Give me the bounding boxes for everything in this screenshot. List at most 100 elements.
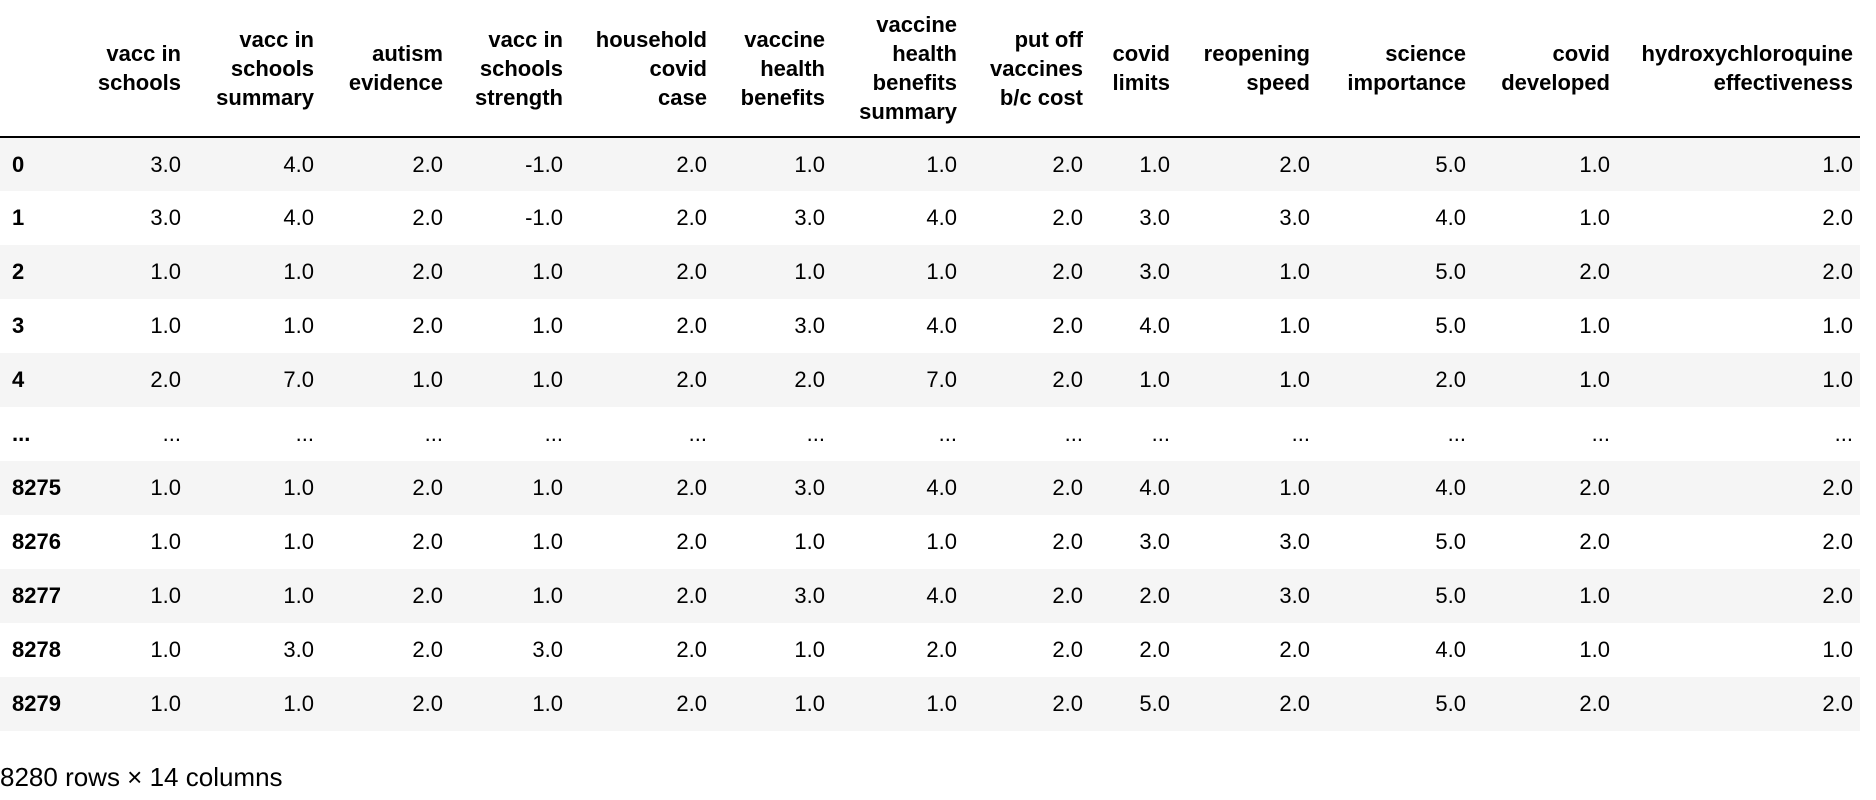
column-header-line: put off: [1014, 26, 1083, 52]
row-index-cell: 1: [12, 205, 25, 230]
column-header-line: health: [892, 41, 957, 66]
table-cell-vaccine-health-benefits: 3.0: [794, 475, 825, 500]
table-cell-science-importance: 5.0: [1435, 583, 1466, 608]
table-cell-covid-developed: 1.0: [1579, 367, 1610, 392]
table-cell-put-off-vaccines-bc-cost: 2.0: [1052, 583, 1083, 608]
column-header-put-off-vaccines-bc-cost: put off vaccines b/c cost: [964, 0, 1090, 138]
table-cell-science-importance: 5.0: [1435, 151, 1466, 177]
row-index-cell: 8278: [12, 637, 61, 662]
column-header-line: case: [658, 84, 707, 110]
table-cell-autism-evidence: 2.0: [412, 313, 443, 338]
column-header-line: vacc in: [239, 26, 314, 52]
row-index-cell: ...: [12, 421, 31, 446]
column-header-line: health: [760, 55, 825, 81]
table-cell-covid-limits: 1.0: [1139, 367, 1170, 392]
table-row: 1 3.0 4.0 2.0 -1.0 2.0 3.0 4.0 2.0 3.0 3.0 4.0 1.0 2.…: [0, 191, 1860, 245]
column-header-line: covid: [649, 55, 707, 81]
table-cell-hydroxychloroquine-effectiveness: 2.0: [1822, 475, 1853, 500]
table-cell-vacc-in-schools-strength: 3.0: [532, 637, 563, 662]
table-row: 8275 1.0 1.0 2.0 1.0 2.0 3.0 4.0 2.0 4.0 1.0 4.0 2.0…: [0, 461, 1860, 515]
column-header-reopening-speed: reopening speed: [1177, 0, 1317, 138]
table-cell-hydroxychloroquine-effectiveness: ...: [1834, 421, 1853, 446]
table-cell-hydroxychloroquine-effectiveness: 1.0: [1822, 313, 1853, 338]
table-row: 0 3.0 4.0 2.0 -1.0 2.0 1.0 1.0 2.0 1.0 2.0 5.0 1.0 1.…: [0, 137, 1860, 191]
column-header-line: benefits: [740, 84, 825, 110]
row-index-cell: 8277: [12, 583, 61, 608]
table-cell-vacc-in-schools-strength: -1.0: [525, 205, 563, 230]
table-cell-vacc-in-schools-strength: 1.0: [532, 259, 563, 284]
table-cell-covid-developed: 1.0: [1579, 205, 1610, 230]
column-header-line: summary: [859, 99, 957, 124]
column-header-household-covid-case: household covid case: [570, 0, 714, 138]
table-cell-autism-evidence: ...: [424, 421, 443, 446]
table-cell-vacc-in-schools: ...: [162, 421, 181, 446]
table-cell-covid-developed: 1.0: [1579, 151, 1610, 177]
row-index-cell: 8279: [12, 691, 61, 716]
table-cell-put-off-vaccines-bc-cost: 2.0: [1052, 205, 1083, 230]
column-header-line: covid: [1552, 41, 1610, 66]
column-header-vaccine-health-benefits: vaccine health benefits: [714, 0, 832, 138]
column-header-line: vaccine: [876, 12, 957, 37]
table-cell-household-covid-case: 2.0: [676, 529, 707, 554]
table-cell-vaccine-health-benefits-summary: 7.0: [926, 367, 957, 392]
table-row: ........................................…: [0, 407, 1860, 461]
column-header-autism-evidence: autism evidence: [321, 0, 450, 138]
table-cell-household-covid-case: 2.0: [676, 475, 707, 500]
table-cell-household-covid-case: 2.0: [676, 313, 707, 338]
table-cell-reopening-speed: 1.0: [1279, 475, 1310, 500]
column-header-vacc-in-schools-strength: vacc in schools strength: [450, 0, 570, 138]
table-cell-vaccine-health-benefits: 1.0: [794, 637, 825, 662]
table-row: 3 1.0 1.0 2.0 1.0 2.0 3.0 4.0 2.0 4.0 1.0 5.0 1.0 1.0: [0, 299, 1860, 353]
table-cell-reopening-speed: ...: [1291, 421, 1310, 446]
table-cell-put-off-vaccines-bc-cost: 2.0: [1052, 691, 1083, 716]
table-cell-vacc-in-schools: 3.0: [150, 151, 181, 177]
table-cell-household-covid-case: 2.0: [676, 691, 707, 716]
table-cell-put-off-vaccines-bc-cost: 2.0: [1052, 151, 1083, 177]
column-header-line: benefits: [872, 70, 957, 95]
table-cell-vacc-in-schools-summary: 1.0: [283, 529, 314, 554]
table-cell-hydroxychloroquine-effectiveness: 2.0: [1822, 583, 1853, 608]
table-cell-vacc-in-schools-strength: -1.0: [525, 151, 563, 177]
column-header-line: summary: [216, 84, 314, 110]
table-cell-vacc-in-schools-summary: ...: [295, 421, 314, 446]
table-cell-science-importance: 4.0: [1435, 475, 1466, 500]
column-header-line: vacc in: [106, 41, 181, 66]
column-header-covid-limits: covid limits: [1090, 0, 1177, 138]
table-cell-vacc-in-schools-summary: 4.0: [283, 151, 314, 177]
column-header-science-importance: science importance: [1317, 0, 1473, 138]
column-header-line: vaccines: [990, 55, 1083, 81]
table-cell-vacc-in-schools-summary: 1.0: [283, 475, 314, 500]
table-cell-vaccine-health-benefits: 2.0: [794, 367, 825, 392]
column-header-line: reopening: [1203, 41, 1310, 66]
row-index-cell: 2: [12, 259, 25, 284]
table-cell-autism-evidence: 2.0: [412, 529, 443, 554]
row-index-cell: 8275: [12, 475, 61, 500]
table-cell-covid-limits: 1.0: [1139, 151, 1170, 177]
table-cell-autism-evidence: 2.0: [412, 259, 443, 284]
column-header-line: effectiveness: [1713, 70, 1853, 95]
table-cell-vaccine-health-benefits-summary: 4.0: [926, 475, 957, 500]
table-cell-put-off-vaccines-bc-cost: ...: [1064, 421, 1083, 446]
column-header-line: schools: [479, 55, 563, 81]
table-cell-covid-limits: 4.0: [1139, 313, 1170, 338]
table-cell-vacc-in-schools: 1.0: [150, 259, 181, 284]
row-index-cell: 3: [12, 313, 25, 338]
table-cell-reopening-speed: 2.0: [1279, 691, 1310, 716]
column-header-line: limits: [1112, 70, 1170, 95]
table-cell-covid-limits: 5.0: [1139, 691, 1170, 716]
table-row: 8279 1.0 1.0 2.0 1.0 2.0 1.0 1.0 2.0 5.0 2.0 5.0 2.0…: [0, 677, 1860, 731]
table-cell-vacc-in-schools-strength: 1.0: [532, 475, 563, 500]
table-cell-reopening-speed: 3.0: [1279, 529, 1310, 554]
table-cell-science-importance: 4.0: [1435, 637, 1466, 662]
column-header-line: hydroxychloroquine: [1641, 41, 1853, 66]
row-index-cell: 4: [12, 367, 25, 392]
table-cell-vaccine-health-benefits: 1.0: [794, 151, 825, 177]
column-header-line: household: [595, 26, 707, 52]
table-row: 8276 1.0 1.0 2.0 1.0 2.0 1.0 1.0 2.0 3.0 3.0 5.0 2.0…: [0, 515, 1860, 569]
table-cell-put-off-vaccines-bc-cost: 2.0: [1052, 475, 1083, 500]
dataframe-shape-summary: 8280 rows × 14 columns: [0, 762, 283, 792]
table-cell-science-importance: 2.0: [1435, 367, 1466, 392]
table-cell-reopening-speed: 2.0: [1279, 637, 1310, 662]
table-cell-household-covid-case: 2.0: [676, 151, 707, 177]
